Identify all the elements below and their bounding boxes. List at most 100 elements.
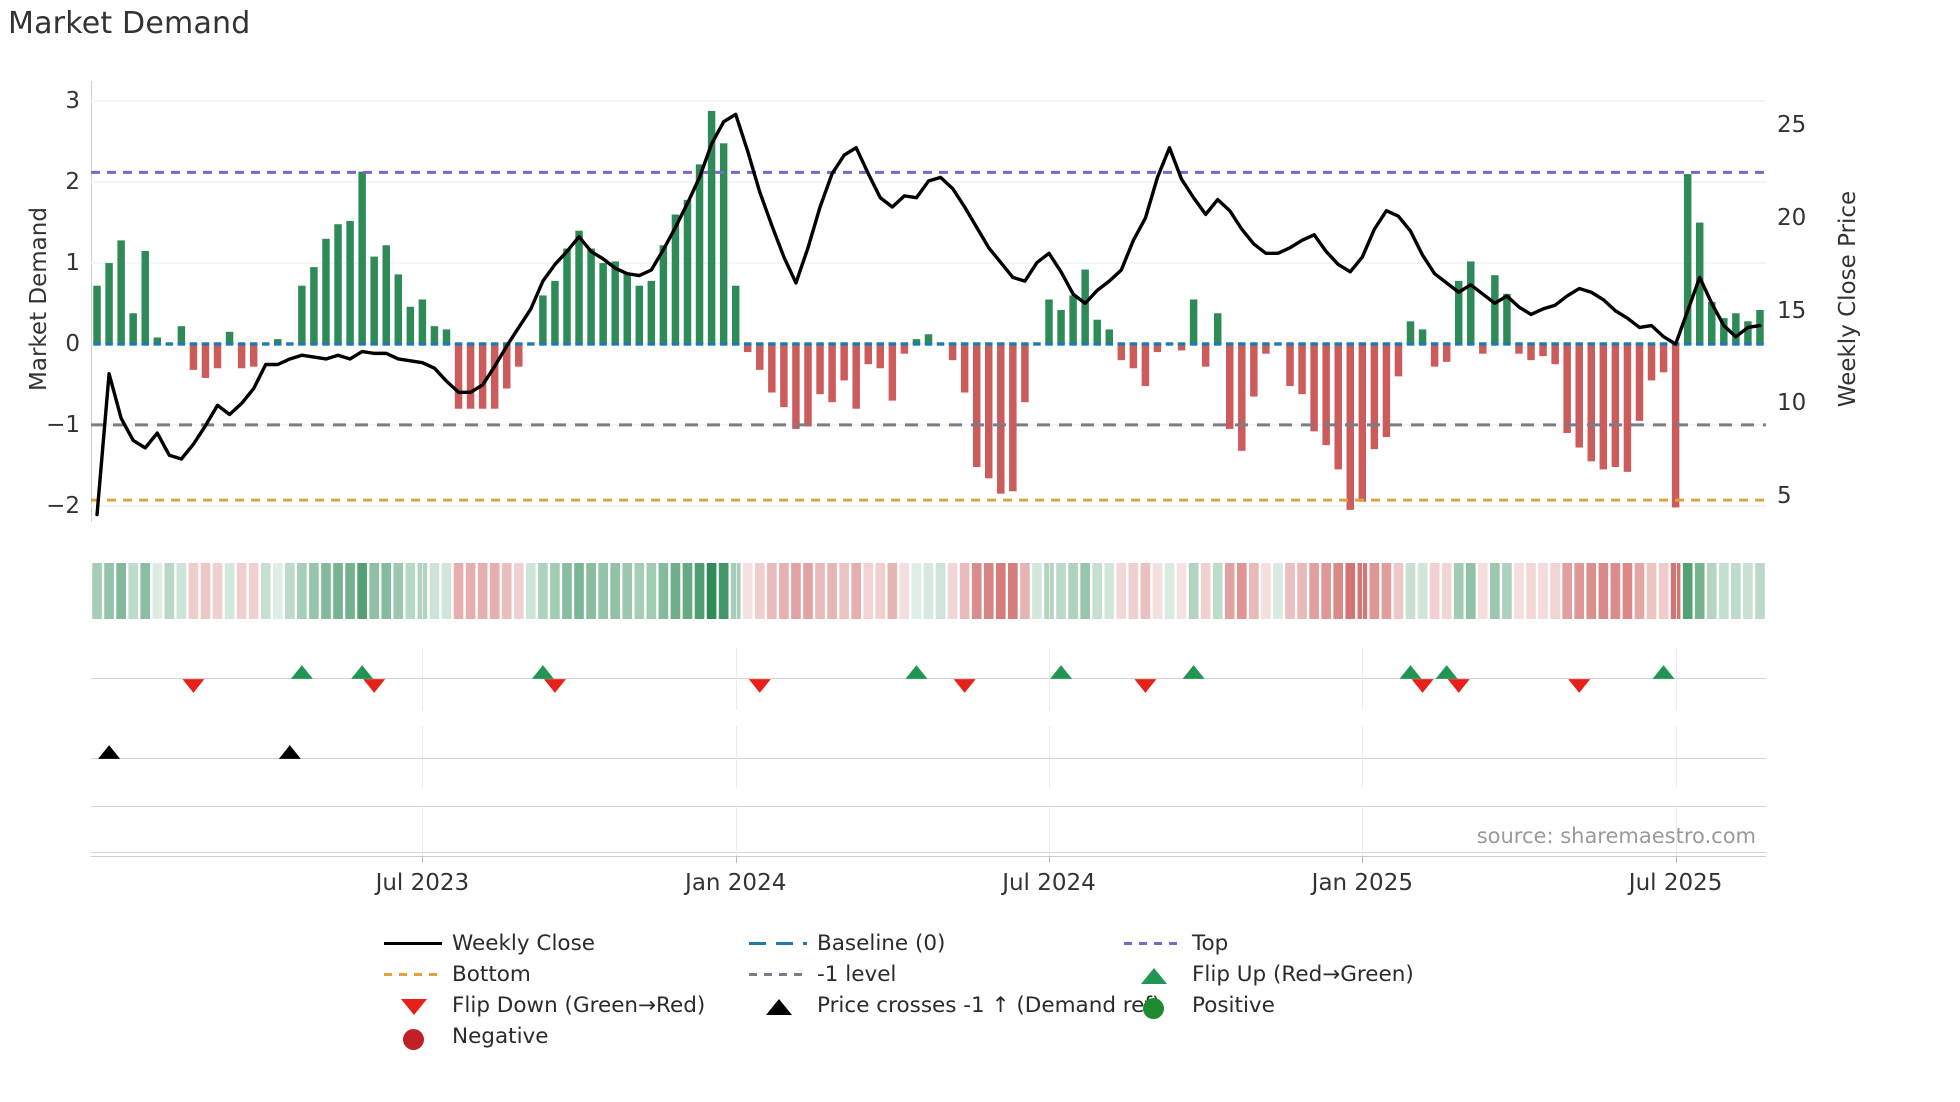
panel-tick-guide bbox=[422, 806, 424, 858]
flip-down-marker bbox=[1568, 679, 1591, 693]
left-spine bbox=[91, 81, 92, 522]
legend-item[interactable]: Weekly Close bbox=[380, 928, 595, 958]
legend-item[interactable]: Bottom bbox=[380, 959, 531, 989]
flip-up-marker bbox=[290, 665, 313, 679]
right-tick-1: 20 bbox=[1777, 205, 1807, 232]
legend-item[interactable]: Baseline (0) bbox=[745, 928, 945, 958]
flip-up-marker bbox=[1182, 665, 1205, 679]
panel-tick-guide bbox=[735, 648, 737, 710]
weekly-close-line-swatch-shape bbox=[384, 942, 442, 945]
page-title: Market Demand bbox=[8, 6, 251, 41]
legend-item[interactable]: Positive bbox=[1120, 990, 1275, 1020]
flip-up-marker bbox=[351, 665, 374, 679]
top-level-swatch-shape bbox=[1124, 942, 1182, 945]
cross-axis-baseline bbox=[91, 758, 1766, 759]
negative-icon-shape bbox=[403, 1029, 424, 1050]
panel-tick-guide bbox=[1362, 563, 1364, 619]
legend-label: Top bbox=[1192, 930, 1229, 956]
x-tick-label-2: Jul 2024 bbox=[1002, 870, 1096, 896]
flip-markers-axes bbox=[91, 648, 1766, 710]
legend-label: Bottom bbox=[452, 961, 531, 987]
bottom-level-swatch bbox=[380, 959, 446, 989]
flip-up-icon-shape bbox=[1141, 968, 1167, 984]
flip-down-marker bbox=[1134, 679, 1157, 693]
positive-icon-shape bbox=[1143, 998, 1164, 1019]
panel-tick-guide bbox=[1675, 726, 1677, 788]
legend-item[interactable]: Top bbox=[1120, 928, 1228, 958]
price-cross-markers-axes bbox=[91, 726, 1766, 788]
src-axis-top-line bbox=[91, 806, 1766, 807]
x-tick-1 bbox=[735, 856, 737, 863]
panel-tick-guide bbox=[1675, 806, 1677, 858]
legend-row-2: Flip Down (Green→Red) Price crosses -1 ↑ … bbox=[380, 990, 1620, 1020]
source-watermark: source: sharemaestro.com bbox=[1476, 824, 1756, 848]
legend-label: Positive bbox=[1192, 992, 1275, 1018]
price-cross-icon-shape bbox=[766, 999, 792, 1015]
x-tick-label-1: Jan 2024 bbox=[685, 870, 787, 896]
panel-tick-guide bbox=[1362, 726, 1364, 788]
price-cross-marker bbox=[278, 745, 301, 759]
right-tick-3: 10 bbox=[1777, 390, 1807, 417]
price-cross-icon bbox=[745, 990, 811, 1020]
panel-tick-guide bbox=[735, 563, 737, 619]
legend-item[interactable]: -1 level bbox=[745, 959, 896, 989]
left-tick-1: 2 bbox=[65, 169, 80, 196]
legend-item[interactable]: Flip Down (Green→Red) bbox=[380, 990, 705, 1020]
plot-background bbox=[91, 81, 1766, 522]
panel-tick-guide bbox=[422, 648, 424, 710]
flip-up-marker bbox=[1050, 665, 1073, 679]
x-tick-0 bbox=[422, 856, 424, 863]
panel-tick-guide bbox=[1049, 648, 1050, 710]
left-tick-2: 1 bbox=[65, 250, 80, 277]
panel-tick-guide bbox=[735, 726, 737, 788]
source-strip-axes: source: sharemaestro.com bbox=[91, 806, 1766, 858]
legend-item[interactable]: Negative bbox=[380, 1021, 549, 1051]
flip-up-marker bbox=[531, 665, 554, 679]
panel-tick-guide bbox=[422, 563, 424, 619]
legend-row-0: Weekly Close Baseline (0) Top bbox=[380, 928, 1620, 958]
panel-tick-guide bbox=[1675, 648, 1677, 710]
legend-item[interactable]: Flip Up (Red→Green) bbox=[1120, 959, 1414, 989]
minus-one-level-swatch-shape bbox=[749, 973, 807, 976]
positive-icon bbox=[1120, 990, 1186, 1020]
x-tick-label-0: Jul 2023 bbox=[375, 870, 470, 896]
chart-legend: Weekly Close Baseline (0) Top Bottom -1 leve… bbox=[380, 928, 1620, 1052]
legend-label: Price crosses -1 ↑ (Demand ref) bbox=[817, 992, 1161, 1018]
left-tick-4: −1 bbox=[46, 411, 80, 438]
src-axis-bottom-line bbox=[91, 852, 1766, 853]
panel-tick-guide bbox=[1675, 563, 1677, 619]
flip-up-icon bbox=[1120, 959, 1186, 989]
legend-label: Negative bbox=[452, 1023, 549, 1049]
x-tick-label-4: Jul 2025 bbox=[1628, 870, 1723, 896]
left-tick-3: 0 bbox=[65, 330, 80, 357]
baseline-swatch bbox=[745, 928, 811, 958]
weekly-close-line-swatch bbox=[380, 928, 446, 958]
legend-label: Weekly Close bbox=[452, 930, 596, 956]
panel-tick-guide bbox=[1362, 648, 1364, 710]
legend-label: -1 level bbox=[817, 961, 897, 987]
right-tick-0: 25 bbox=[1777, 112, 1807, 139]
panel-tick-guide bbox=[1049, 806, 1050, 858]
bottom-level-swatch-shape bbox=[384, 973, 442, 976]
x-tick-label-3: Jan 2025 bbox=[1311, 870, 1413, 896]
flip-down-marker bbox=[1447, 679, 1470, 693]
legend-label: Flip Down (Green→Red) bbox=[452, 992, 706, 1018]
flip-down-icon-shape bbox=[401, 999, 427, 1015]
flip-up-marker bbox=[1652, 665, 1675, 679]
x-tick-3 bbox=[1362, 856, 1364, 863]
x-axis-line bbox=[91, 856, 1766, 857]
flip-down-marker bbox=[953, 679, 976, 693]
x-tick-2 bbox=[1049, 856, 1050, 863]
flip-up-marker bbox=[905, 665, 928, 679]
baseline-swatch-shape bbox=[749, 942, 807, 945]
panel-tick-guide bbox=[1362, 806, 1364, 858]
flip-axis-baseline bbox=[91, 678, 1766, 679]
legend-item[interactable]: Price crosses -1 ↑ (Demand ref) bbox=[745, 990, 1160, 1020]
flip-down-marker bbox=[748, 679, 771, 693]
panel-tick-guide bbox=[735, 806, 737, 858]
demand-intensity-strip bbox=[92, 563, 1765, 619]
gridlines-layer bbox=[91, 100, 1766, 507]
flip-up-marker bbox=[1399, 665, 1422, 679]
demand-intensity-strip-axes bbox=[91, 563, 1766, 619]
